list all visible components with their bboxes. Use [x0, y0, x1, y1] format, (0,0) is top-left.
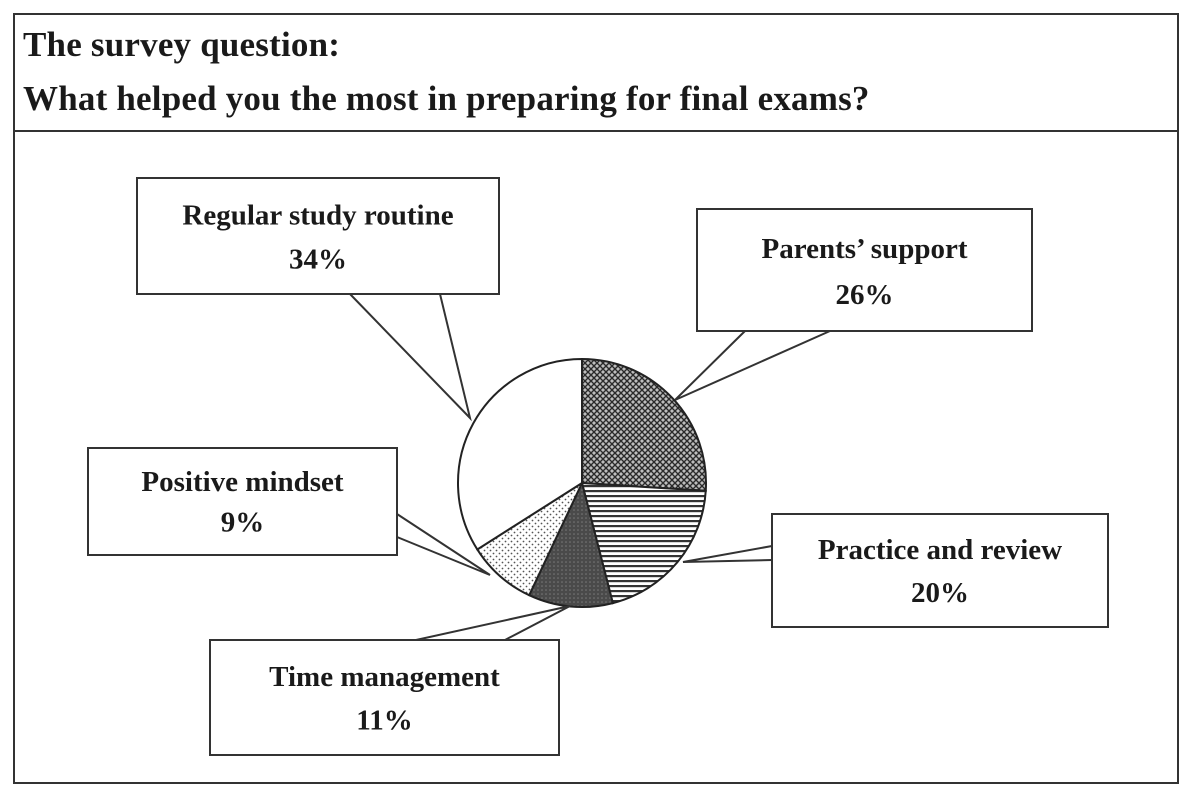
pie-slice-parents-support: [581, 357, 707, 492]
slice-label: Time management: [269, 661, 500, 693]
slice-value-label: 20%: [911, 577, 969, 609]
slice-value-label: 9%: [221, 506, 265, 538]
callout-box: [696, 208, 1033, 332]
slice-label: Practice and review: [818, 534, 1062, 566]
callout-leader-line: [674, 330, 831, 401]
callout-practice-and-review: Practice and review 20%: [682, 513, 1109, 628]
callout-time-management: Time management 11%: [209, 605, 571, 756]
callout-parents-support: Parents’ support 26%: [674, 208, 1033, 401]
pie-slice-regular-study-routine: [457, 357, 583, 551]
slice-label: Regular study routine: [182, 199, 453, 231]
pie-slice-practice-and-review: [580, 481, 707, 605]
callout-regular-study-routine: Regular study routine 34%: [136, 177, 500, 422]
pie-slice-time-management: [527, 480, 615, 608]
callout-box: [771, 513, 1109, 628]
slice-label: Parents’ support: [762, 233, 968, 265]
survey-header: The survey question: What helped you the…: [15, 15, 1177, 132]
callout-positive-mindset: Positive mindset 9%: [87, 447, 491, 576]
callout-box: [87, 447, 398, 556]
slice-value-label: 11%: [356, 705, 412, 737]
callout-box: [209, 639, 560, 756]
survey-frame: The survey question: What helped you the…: [13, 13, 1179, 784]
survey-title: The survey question:: [23, 25, 341, 64]
callout-leader-line: [682, 545, 773, 563]
slice-value-label: 34%: [289, 243, 347, 275]
slice-label: Positive mindset: [141, 466, 344, 498]
callout-leader-line: [415, 605, 571, 641]
callout-leader-line: [396, 513, 491, 576]
callout-box: [136, 177, 500, 295]
survey-question: What helped you the most in preparing fo…: [23, 79, 870, 118]
callout-leader-line: [349, 293, 472, 422]
slice-value-label: 26%: [836, 279, 894, 311]
